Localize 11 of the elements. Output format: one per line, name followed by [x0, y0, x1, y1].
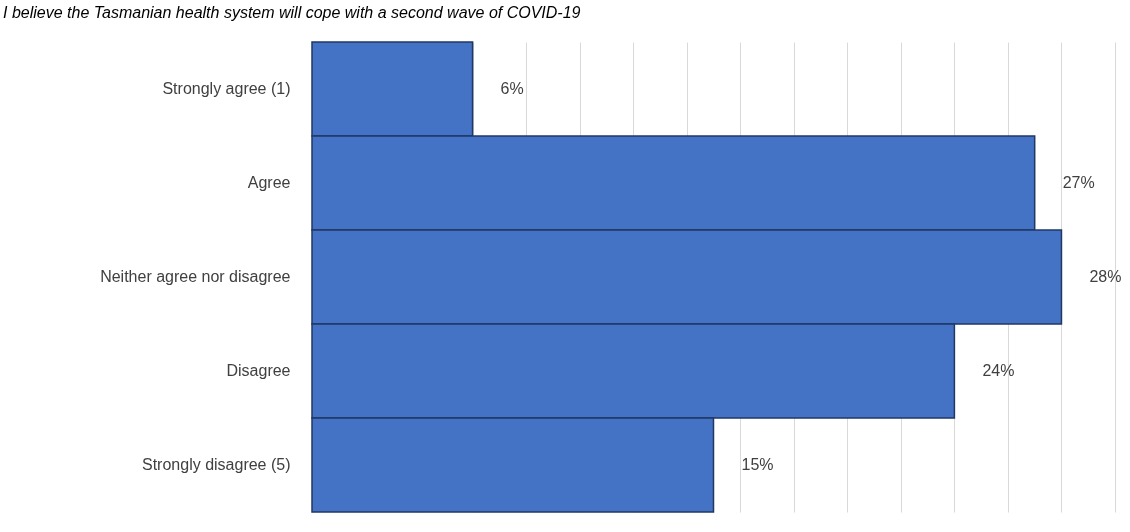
y-tick-label: Strongly agree (1) [162, 80, 291, 97]
data-label: 24% [982, 362, 1015, 379]
y-tick-label: Agree [247, 174, 291, 191]
y-tick-label: Disagree [226, 362, 291, 379]
data-label: 27% [1062, 174, 1095, 191]
data-label: 28% [1089, 268, 1122, 285]
chart-title: I believe the Tasmanian health system will cope with a second wave of COVID-19 [3, 4, 581, 22]
y-tick-label: Strongly disagree (5) [141, 456, 291, 473]
y-tick-label: Neither agree nor disagree [100, 268, 291, 285]
data-label: 15% [741, 456, 774, 473]
data-label: 6% [500, 80, 524, 97]
